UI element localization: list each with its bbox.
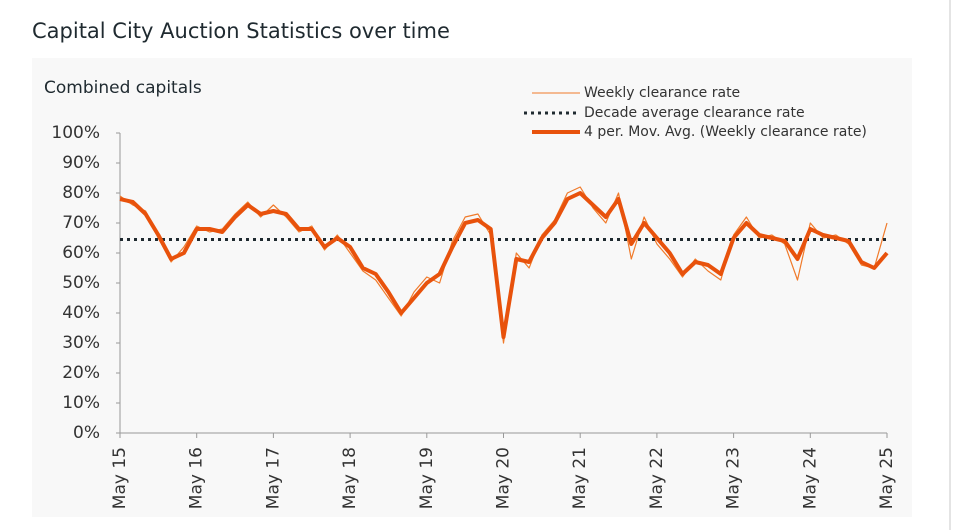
chart-panel xyxy=(32,58,912,517)
x-tick-label: May 18 xyxy=(340,447,360,509)
x-tick-label: May 16 xyxy=(187,447,207,509)
x-tick-label: May 15 xyxy=(110,447,130,509)
x-tick-label: May 24 xyxy=(800,447,820,509)
legend-label: Decade average clearance rate xyxy=(584,105,805,121)
legend: Weekly clearance rate Decade average cle… xyxy=(524,85,867,140)
y-tick-label: 50% xyxy=(62,273,100,293)
x-tick-label: May 22 xyxy=(647,447,667,509)
y-tick-label: 10% xyxy=(62,393,100,413)
chart-title: Capital City Auction Statistics over tim… xyxy=(32,19,450,43)
y-tick-label: 0% xyxy=(73,423,100,443)
x-tick-label: May 21 xyxy=(570,447,590,509)
x-tick-label: May 19 xyxy=(417,447,437,509)
y-tick-label: 90% xyxy=(62,153,100,173)
x-tick-label: May 25 xyxy=(877,447,897,509)
y-tick-label: 20% xyxy=(62,363,100,383)
moving-average-line xyxy=(119,191,889,339)
x-tick-label: May 17 xyxy=(263,447,283,509)
y-tick-label: 80% xyxy=(62,183,100,203)
x-tick-label: May 20 xyxy=(494,447,514,509)
x-tick-label: May 23 xyxy=(724,447,744,509)
y-tick-label: 60% xyxy=(62,243,100,263)
y-tick-label: 100% xyxy=(51,123,100,143)
legend-label: 4 per. Mov. Avg. (Weekly clearance rate) xyxy=(584,124,867,140)
y-tick-label: 40% xyxy=(62,303,100,323)
legend-label: Weekly clearance rate xyxy=(584,85,740,101)
y-tick-label: 30% xyxy=(62,333,100,353)
chart-subtitle: Combined capitals xyxy=(44,78,202,98)
y-tick-label: 70% xyxy=(62,213,100,233)
